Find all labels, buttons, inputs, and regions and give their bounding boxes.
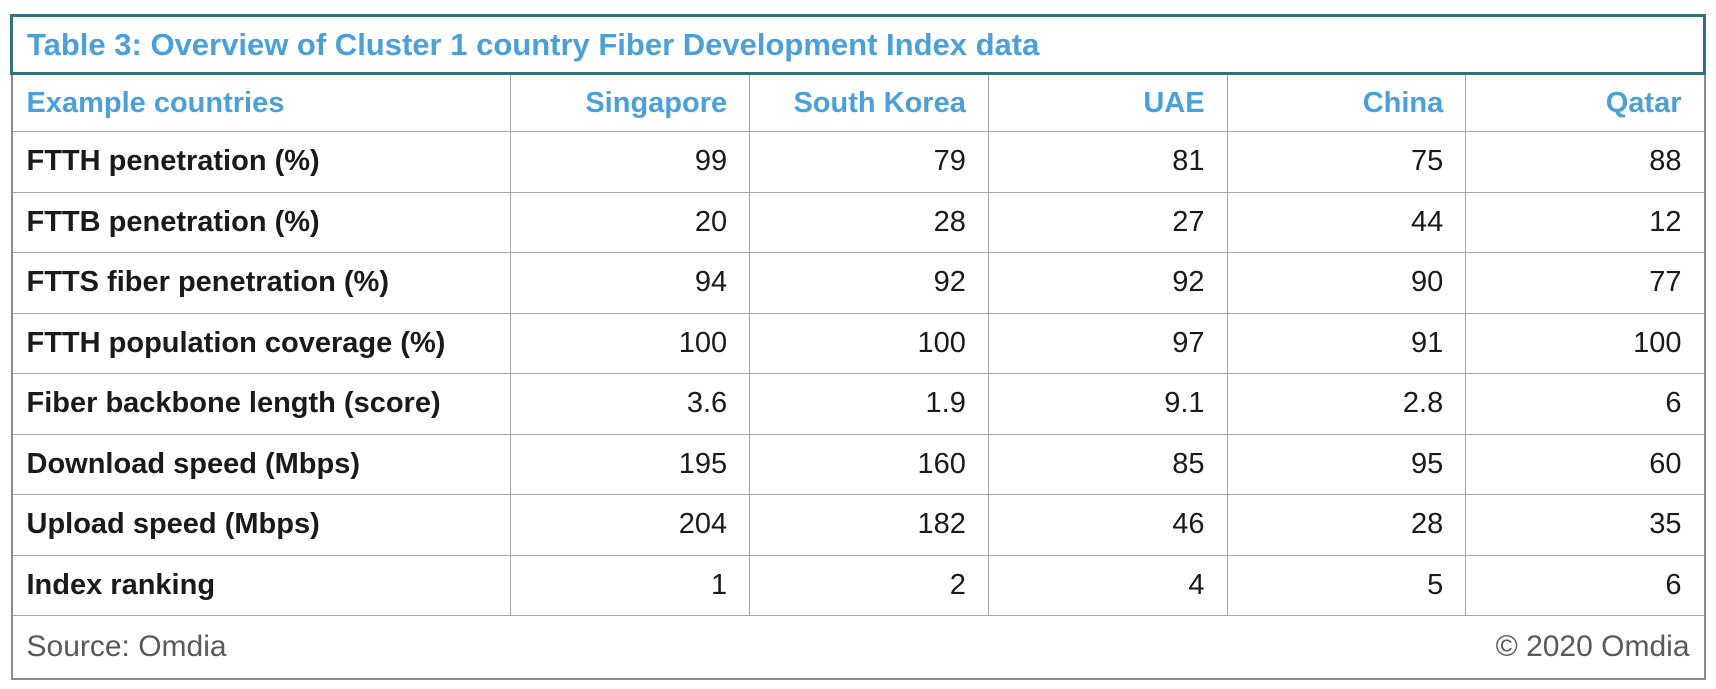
value-cell: 85 (987, 433, 1228, 495)
value-cell: 20 (510, 191, 751, 253)
value-cell: 27 (987, 191, 1228, 253)
table-title: Table 3: Overview of Cluster 1 country F… (10, 14, 1706, 75)
value-cell: 1.9 (749, 373, 989, 435)
header-row: Example countries Singapore South Korea … (10, 73, 1705, 132)
table-row: Fiber backbone length (score) 3.6 1.9 9.… (10, 373, 1705, 435)
column-header-uae: UAE (987, 73, 1228, 132)
value-cell: 35 (1465, 494, 1705, 556)
value-cell: 182 (749, 494, 989, 556)
value-cell: 91 (1226, 312, 1467, 374)
table-row: FTTB penetration (%) 20 28 27 44 12 (10, 191, 1705, 253)
value-cell: 6 (1465, 554, 1705, 616)
table-row: Upload speed (Mbps) 204 182 46 28 35 (10, 494, 1705, 556)
value-cell: 100 (510, 312, 751, 374)
fiber-development-index-table: Table 3: Overview of Cluster 1 country F… (10, 14, 1706, 680)
column-header-singapore: Singapore (510, 73, 751, 132)
value-cell: 28 (749, 191, 989, 253)
row-label: FTTH population coverage (%) (10, 312, 512, 374)
table-row: FTTH population coverage (%) 100 100 97 … (10, 312, 1705, 374)
value-cell: 9.1 (987, 373, 1228, 435)
row-label: Index ranking (10, 554, 512, 616)
row-label: FTTH penetration (%) (10, 131, 512, 193)
row-label: Download speed (Mbps) (10, 433, 512, 495)
value-cell: 79 (749, 131, 989, 193)
value-cell: 60 (1465, 433, 1705, 495)
value-cell: 99 (510, 131, 751, 193)
value-cell: 81 (987, 131, 1228, 193)
value-cell: 92 (987, 252, 1228, 314)
row-label: Fiber backbone length (score) (10, 373, 512, 435)
table-row: FTTS fiber penetration (%) 94 92 92 90 7… (10, 252, 1705, 314)
title-row: Table 3: Overview of Cluster 1 country F… (10, 14, 1706, 75)
row-label: Upload speed (Mbps) (10, 494, 512, 556)
value-cell: 2 (749, 554, 989, 616)
value-cell: 2.8 (1226, 373, 1467, 435)
table-row: Download speed (Mbps) 195 160 85 95 60 (10, 433, 1705, 495)
value-cell: 46 (987, 494, 1228, 556)
table-row: Index ranking 1 2 4 5 6 (10, 554, 1705, 616)
value-cell: 95 (1226, 433, 1467, 495)
value-cell: 88 (1465, 131, 1705, 193)
row-label: FTTS fiber penetration (%) (10, 252, 512, 314)
value-cell: 204 (510, 494, 751, 556)
value-cell: 44 (1226, 191, 1467, 253)
value-cell: 28 (1226, 494, 1467, 556)
value-cell: 4 (987, 554, 1228, 616)
value-cell: 75 (1226, 131, 1467, 193)
value-cell: 90 (1226, 252, 1467, 314)
value-cell: 92 (749, 252, 989, 314)
value-cell: 6 (1465, 373, 1705, 435)
column-header-china: China (1226, 73, 1467, 132)
value-cell: 12 (1465, 191, 1705, 253)
source-text: Source: Omdia (26, 630, 227, 663)
value-cell: 77 (1465, 252, 1705, 314)
value-cell: 5 (1226, 554, 1467, 616)
value-cell: 94 (510, 252, 751, 314)
copyright-text: © 2020 Omdia (1495, 630, 1690, 663)
column-header-south-korea: South Korea (749, 73, 989, 132)
value-cell: 1 (510, 554, 751, 616)
value-cell: 3.6 (510, 373, 751, 435)
value-cell: 160 (749, 433, 989, 495)
corner-header-example-countries: Example countries (10, 73, 512, 132)
column-header-qatar: Qatar (1465, 73, 1705, 132)
footer-row: Source: Omdia © 2020 Omdia (11, 615, 1705, 680)
table-row: FTTH penetration (%) 99 79 81 75 88 (10, 131, 1705, 193)
value-cell: 97 (987, 312, 1228, 374)
value-cell: 100 (749, 312, 989, 374)
row-label: FTTB penetration (%) (10, 191, 512, 253)
value-cell: 100 (1465, 312, 1705, 374)
value-cell: 195 (510, 433, 751, 495)
